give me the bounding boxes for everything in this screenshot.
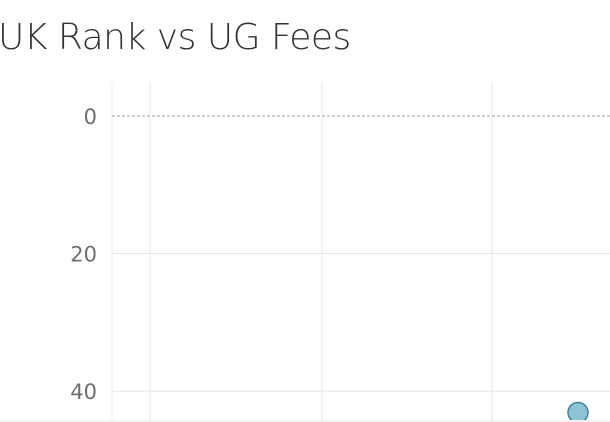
data-point	[567, 401, 589, 422]
grid-layer	[111, 82, 610, 422]
data-points	[567, 401, 589, 422]
y-tick-label: 20	[70, 243, 97, 267]
y-tick-label: 40	[70, 380, 97, 404]
y-axis-ticks: 0 20 40	[70, 105, 97, 404]
y-tick-label: 0	[84, 105, 97, 129]
plot-bottom-edge	[0, 420, 610, 422]
chart-title: UK Rank vs UG Fees	[0, 17, 351, 58]
